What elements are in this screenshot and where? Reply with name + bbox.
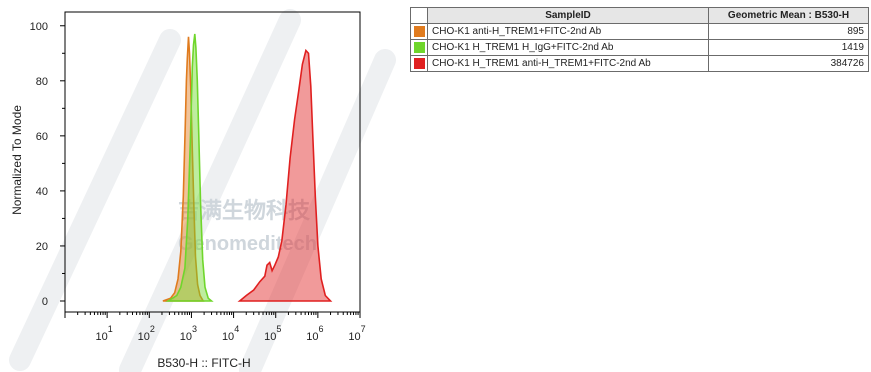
x-tick-label: 102 — [138, 324, 155, 343]
sample-id-cell: CHO-K1 H_TREM1 H_IgG+FITC-2nd Ab — [427, 39, 709, 56]
legend-swatch — [413, 25, 425, 37]
table-row: CHO-K1 H_TREM1 H_IgG+FITC-2nd Ab 1419 — [410, 39, 869, 56]
y-tick-label: 80 — [36, 76, 48, 88]
watermark-stripes — [9, 9, 396, 372]
x-axis: 101 102 103 104 105 106 107 — [64, 312, 366, 343]
x-tick-label: 104 — [222, 324, 239, 343]
y-tick-label: 20 — [36, 241, 48, 253]
x-tick-label: 107 — [348, 324, 365, 343]
y-axis-title: Normalized To Mode — [10, 105, 24, 215]
table-row: CHO-K1 anti-H_TREM1+FITC-2nd Ab 895 — [410, 23, 869, 40]
table-header-row: SampleID Geometric Mean : B530-H — [410, 7, 869, 24]
series-area-2 — [165, 33, 214, 302]
x-axis-title: B530-H :: FITC-H — [157, 356, 250, 370]
header-geometric-mean: Geometric Mean : B530-H — [708, 7, 869, 24]
legend-swatch — [413, 57, 425, 69]
x-tick-label: 103 — [180, 324, 197, 343]
legend-swatch — [413, 41, 425, 53]
table-row: CHO-K1 H_TREM1 anti-H_TREM1+FITC-2nd Ab … — [410, 55, 869, 72]
series-area-1 — [162, 36, 205, 302]
geometric-mean-cell: 895 — [708, 23, 869, 40]
y-tick-label: 60 — [36, 131, 48, 143]
y-axis: 0 20 40 60 80 100 — [30, 21, 65, 308]
y-tick-label: 100 — [30, 21, 48, 33]
header-swatch-cell — [410, 7, 428, 24]
y-tick-label: 40 — [36, 186, 48, 198]
legend-table: SampleID Geometric Mean : B530-H CHO-K1 … — [410, 7, 869, 72]
series-layer — [162, 33, 333, 302]
sample-id-cell: CHO-K1 H_TREM1 anti-H_TREM1+FITC-2nd Ab — [427, 55, 709, 72]
geometric-mean-cell: 1419 — [708, 39, 869, 56]
x-tick-label: 105 — [264, 324, 281, 343]
x-tick-label: 101 — [96, 324, 113, 343]
sample-id-cell: CHO-K1 anti-H_TREM1+FITC-2nd Ab — [427, 23, 709, 40]
header-sample-id: SampleID — [427, 7, 709, 24]
plot-frame — [64, 11, 361, 313]
series-area-3 — [237, 48, 333, 302]
x-tick-label: 106 — [306, 324, 323, 343]
y-tick-label: 0 — [42, 296, 48, 308]
geometric-mean-cell: 384726 — [708, 55, 869, 72]
